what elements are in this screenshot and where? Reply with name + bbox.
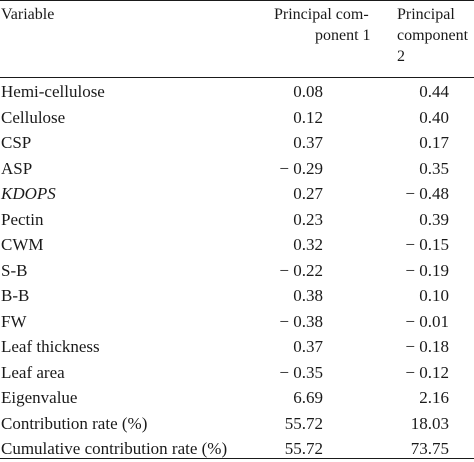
row-variable: Eigenvalue [1, 388, 78, 407]
row-pc1-value: 0.37 [293, 337, 323, 356]
header-pc2-line3: 2 [397, 48, 405, 65]
row-pc1-value: 0.38 [293, 286, 323, 305]
row-variable: Contribution rate (%) [1, 413, 148, 433]
table-row: Cellulose 0.12 0.40 [0, 105, 474, 131]
row-pc2-value: − 0.19 [405, 260, 449, 280]
row-pc1-value: − 0.29 [279, 158, 323, 178]
table-row: Hemi-cellulose 0.08 0.44 [0, 79, 474, 105]
table-row: Leaf area − 0.35 − 0.12 [0, 360, 474, 386]
header-variable: Variable [1, 6, 55, 23]
row-pc2-value: 0.40 [419, 107, 449, 127]
row-variable: Pectin [1, 209, 44, 229]
header-divider-rule [0, 77, 474, 78]
row-variable: KDOPS [1, 184, 56, 203]
row-pc2-value: − 0.15 [405, 235, 449, 254]
table-row: Pectin 0.23 0.39 [0, 207, 474, 233]
row-variable: ASP [1, 158, 33, 178]
row-pc1-value: − 0.35 [279, 362, 323, 382]
row-pc1-value: 0.12 [293, 107, 323, 127]
row-pc1-value: 0.08 [293, 82, 323, 101]
table-row: Leaf thickness 0.37 − 0.18 [0, 334, 474, 360]
header-pc1-line1: Principal com- [274, 6, 369, 23]
row-variable: FW [1, 311, 27, 331]
row-pc1-value: 0.23 [293, 209, 323, 229]
row-pc1-value: 0.32 [293, 235, 323, 254]
row-pc2-value: 0.35 [419, 158, 449, 178]
table-row: FW − 0.38 − 0.01 [0, 309, 474, 335]
header-pc2-line2: component [397, 27, 469, 44]
row-variable: Cumulative contribution rate (%) [1, 439, 228, 458]
row-pc2-value: 0.17 [419, 133, 449, 152]
table-row: KDOPS 0.27 − 0.48 [0, 181, 474, 207]
table-row: CSP 0.37 0.17 [0, 130, 474, 156]
row-pc2-value: − 0.01 [405, 311, 449, 331]
row-variable: Leaf thickness [1, 337, 100, 356]
table-row: CWM 0.32 − 0.15 [0, 232, 474, 258]
row-variable: Cellulose [1, 107, 66, 127]
row-pc1-value: 55.72 [284, 413, 323, 433]
table-row: B-B 0.38 0.10 [0, 283, 474, 309]
row-pc1-value: 0.37 [293, 133, 323, 152]
header-principal-component-1: Principal com- ponent 1 [274, 4, 394, 46]
row-pc2-value: − 0.18 [405, 337, 449, 356]
row-pc2-value: − 0.12 [405, 362, 449, 382]
row-pc2-value: 0.44 [419, 82, 449, 101]
row-pc2-value: 18.03 [410, 413, 449, 433]
header-pc2-line1: Principal [397, 6, 455, 23]
row-pc2-value: 73.75 [410, 439, 449, 458]
row-pc1-value: − 0.38 [279, 311, 323, 331]
row-pc2-value: 2.16 [419, 388, 449, 407]
table-row: ASP − 0.29 0.35 [0, 156, 474, 182]
row-pc1-value: − 0.22 [279, 260, 323, 280]
row-pc2-value: 0.39 [419, 209, 449, 229]
row-variable: Leaf area [1, 362, 65, 382]
table-body: Hemi-cellulose 0.08 0.44 Cellulose 0.12 … [0, 79, 474, 462]
table-row: Cumulative contribution rate (%) 55.72 7… [0, 436, 474, 462]
row-pc1-value: 6.69 [293, 388, 323, 407]
row-pc2-value: − 0.48 [405, 184, 449, 203]
row-variable: S-B [1, 260, 28, 280]
table-row: Eigenvalue 6.69 2.16 [0, 385, 474, 411]
row-pc1-value: 55.72 [284, 439, 323, 458]
table-row: Contribution rate (%) 55.72 18.03 [0, 411, 474, 437]
row-variable: B-B [1, 286, 30, 305]
row-variable: Hemi-cellulose [1, 82, 105, 101]
row-variable: CSP [1, 133, 32, 152]
table-top-rule [0, 0, 474, 1]
row-variable: CWM [1, 235, 44, 254]
header-pc1-line2: ponent 1 [315, 27, 371, 44]
row-pc2-value: 0.10 [419, 286, 449, 305]
row-pc1-value: 0.27 [293, 184, 323, 203]
header-principal-component-2: Principal component 2 [397, 4, 474, 67]
table-row: S-B − 0.22 − 0.19 [0, 258, 474, 284]
